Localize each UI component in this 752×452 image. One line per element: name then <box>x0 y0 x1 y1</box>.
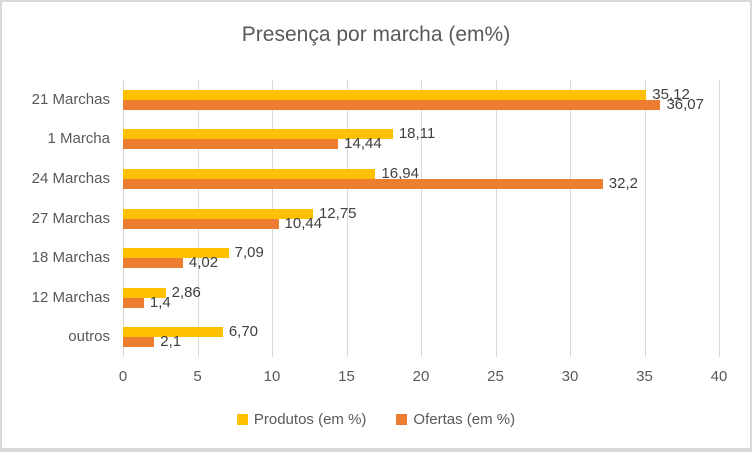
data-label-produtos-outros: 6,70 <box>228 323 259 341</box>
data-label-ofertas-12-marchas: 1,4 <box>149 293 171 311</box>
bar-produtos-1-marcha[interactable] <box>123 129 393 140</box>
data-label-ofertas-24-marchas: 32,2 <box>608 174 638 192</box>
gridline-40 <box>719 80 720 357</box>
bar-ofertas-outros[interactable] <box>123 337 155 348</box>
bar-ofertas-12-marchas[interactable] <box>123 297 144 308</box>
legend-label-ofertas: Ofertas (em %) <box>413 411 516 428</box>
gridline-35 <box>645 80 646 357</box>
x-tick-label-40: 40 <box>710 368 728 385</box>
gridline-30 <box>570 80 571 357</box>
data-label-ofertas-27-marchas: 10,44 <box>284 214 323 232</box>
legend: Produtos (em %) Ofertas (em %) <box>2 411 750 428</box>
ofertas-swatch-icon <box>396 414 408 425</box>
x-tick-label-10: 10 <box>263 368 281 385</box>
bar-ofertas-27-marchas[interactable] <box>123 218 279 229</box>
data-label-produtos-21-marchas: 35,12 <box>652 85 690 103</box>
legend-item-produtos[interactable]: Produtos (em %) <box>236 411 367 428</box>
data-label-produtos-27-marchas: 12,75 <box>318 204 357 222</box>
category-label-21-marchas: 21 Marchas <box>31 90 110 108</box>
category-label-18-marchas: 18 Marchas <box>31 249 110 267</box>
bar-produtos-21-marchas[interactable] <box>123 89 647 100</box>
produtos-swatch-icon <box>236 414 248 425</box>
data-label-produtos-24-marchas: 16,94 <box>381 164 419 182</box>
bar-produtos-12-marchas[interactable] <box>123 287 166 298</box>
x-tick-label-20: 20 <box>412 368 430 385</box>
category-label-24-marchas: 24 Marchas <box>31 169 110 187</box>
bar-ofertas-24-marchas[interactable] <box>123 178 603 189</box>
data-label-produtos-12-marchas: 2,86 <box>171 283 201 301</box>
gridline-25 <box>496 80 497 357</box>
bar-produtos-27-marchas[interactable] <box>123 208 313 219</box>
x-tick-label-0: 0 <box>118 368 128 385</box>
x-tick-label-35: 35 <box>636 368 653 385</box>
data-label-produtos-1-marcha: 18,11 <box>398 125 436 143</box>
bar-produtos-18-marchas[interactable] <box>123 248 229 259</box>
category-label-1-marcha: 1 Marcha <box>47 130 110 148</box>
bar-produtos-24-marchas[interactable] <box>123 168 376 179</box>
legend-item-ofertas[interactable]: Ofertas (em %) <box>396 411 515 428</box>
data-label-ofertas-1-marcha: 14,44 <box>344 135 382 153</box>
data-label-ofertas-21-marchas: 36,07 <box>666 95 704 113</box>
x-tick-label-30: 30 <box>561 368 579 385</box>
x-tick-label-5: 5 <box>193 368 202 385</box>
data-label-ofertas-18-marchas: 4,02 <box>188 254 219 272</box>
plot-area: 35,12 36,07 18,11 14,44 16,94 32,2 12,75 10,44 7… <box>123 80 720 357</box>
category-label-outros: outros <box>68 328 110 346</box>
chart-title: Presença por marcha (em%) <box>241 23 511 46</box>
category-label-27-marchas: 27 Marchas <box>31 209 110 227</box>
category-label-12-marchas: 12 Marchas <box>31 288 110 306</box>
data-label-produtos-18-marchas: 7,09 <box>234 244 264 262</box>
legend-label-produtos: Produtos (em %) <box>253 411 367 428</box>
bar-ofertas-18-marchas[interactable] <box>123 258 183 269</box>
bar-ofertas-1-marcha[interactable] <box>123 139 339 150</box>
x-tick-label-15: 15 <box>338 368 355 385</box>
data-label-ofertas-outros: 2,1 <box>160 333 182 351</box>
bar-ofertas-21-marchas[interactable] <box>123 99 661 110</box>
x-tick-label-25: 25 <box>487 368 504 385</box>
gridline-15 <box>347 80 348 357</box>
bar-produtos-outros[interactable] <box>123 327 223 338</box>
gridline-20 <box>421 80 422 357</box>
